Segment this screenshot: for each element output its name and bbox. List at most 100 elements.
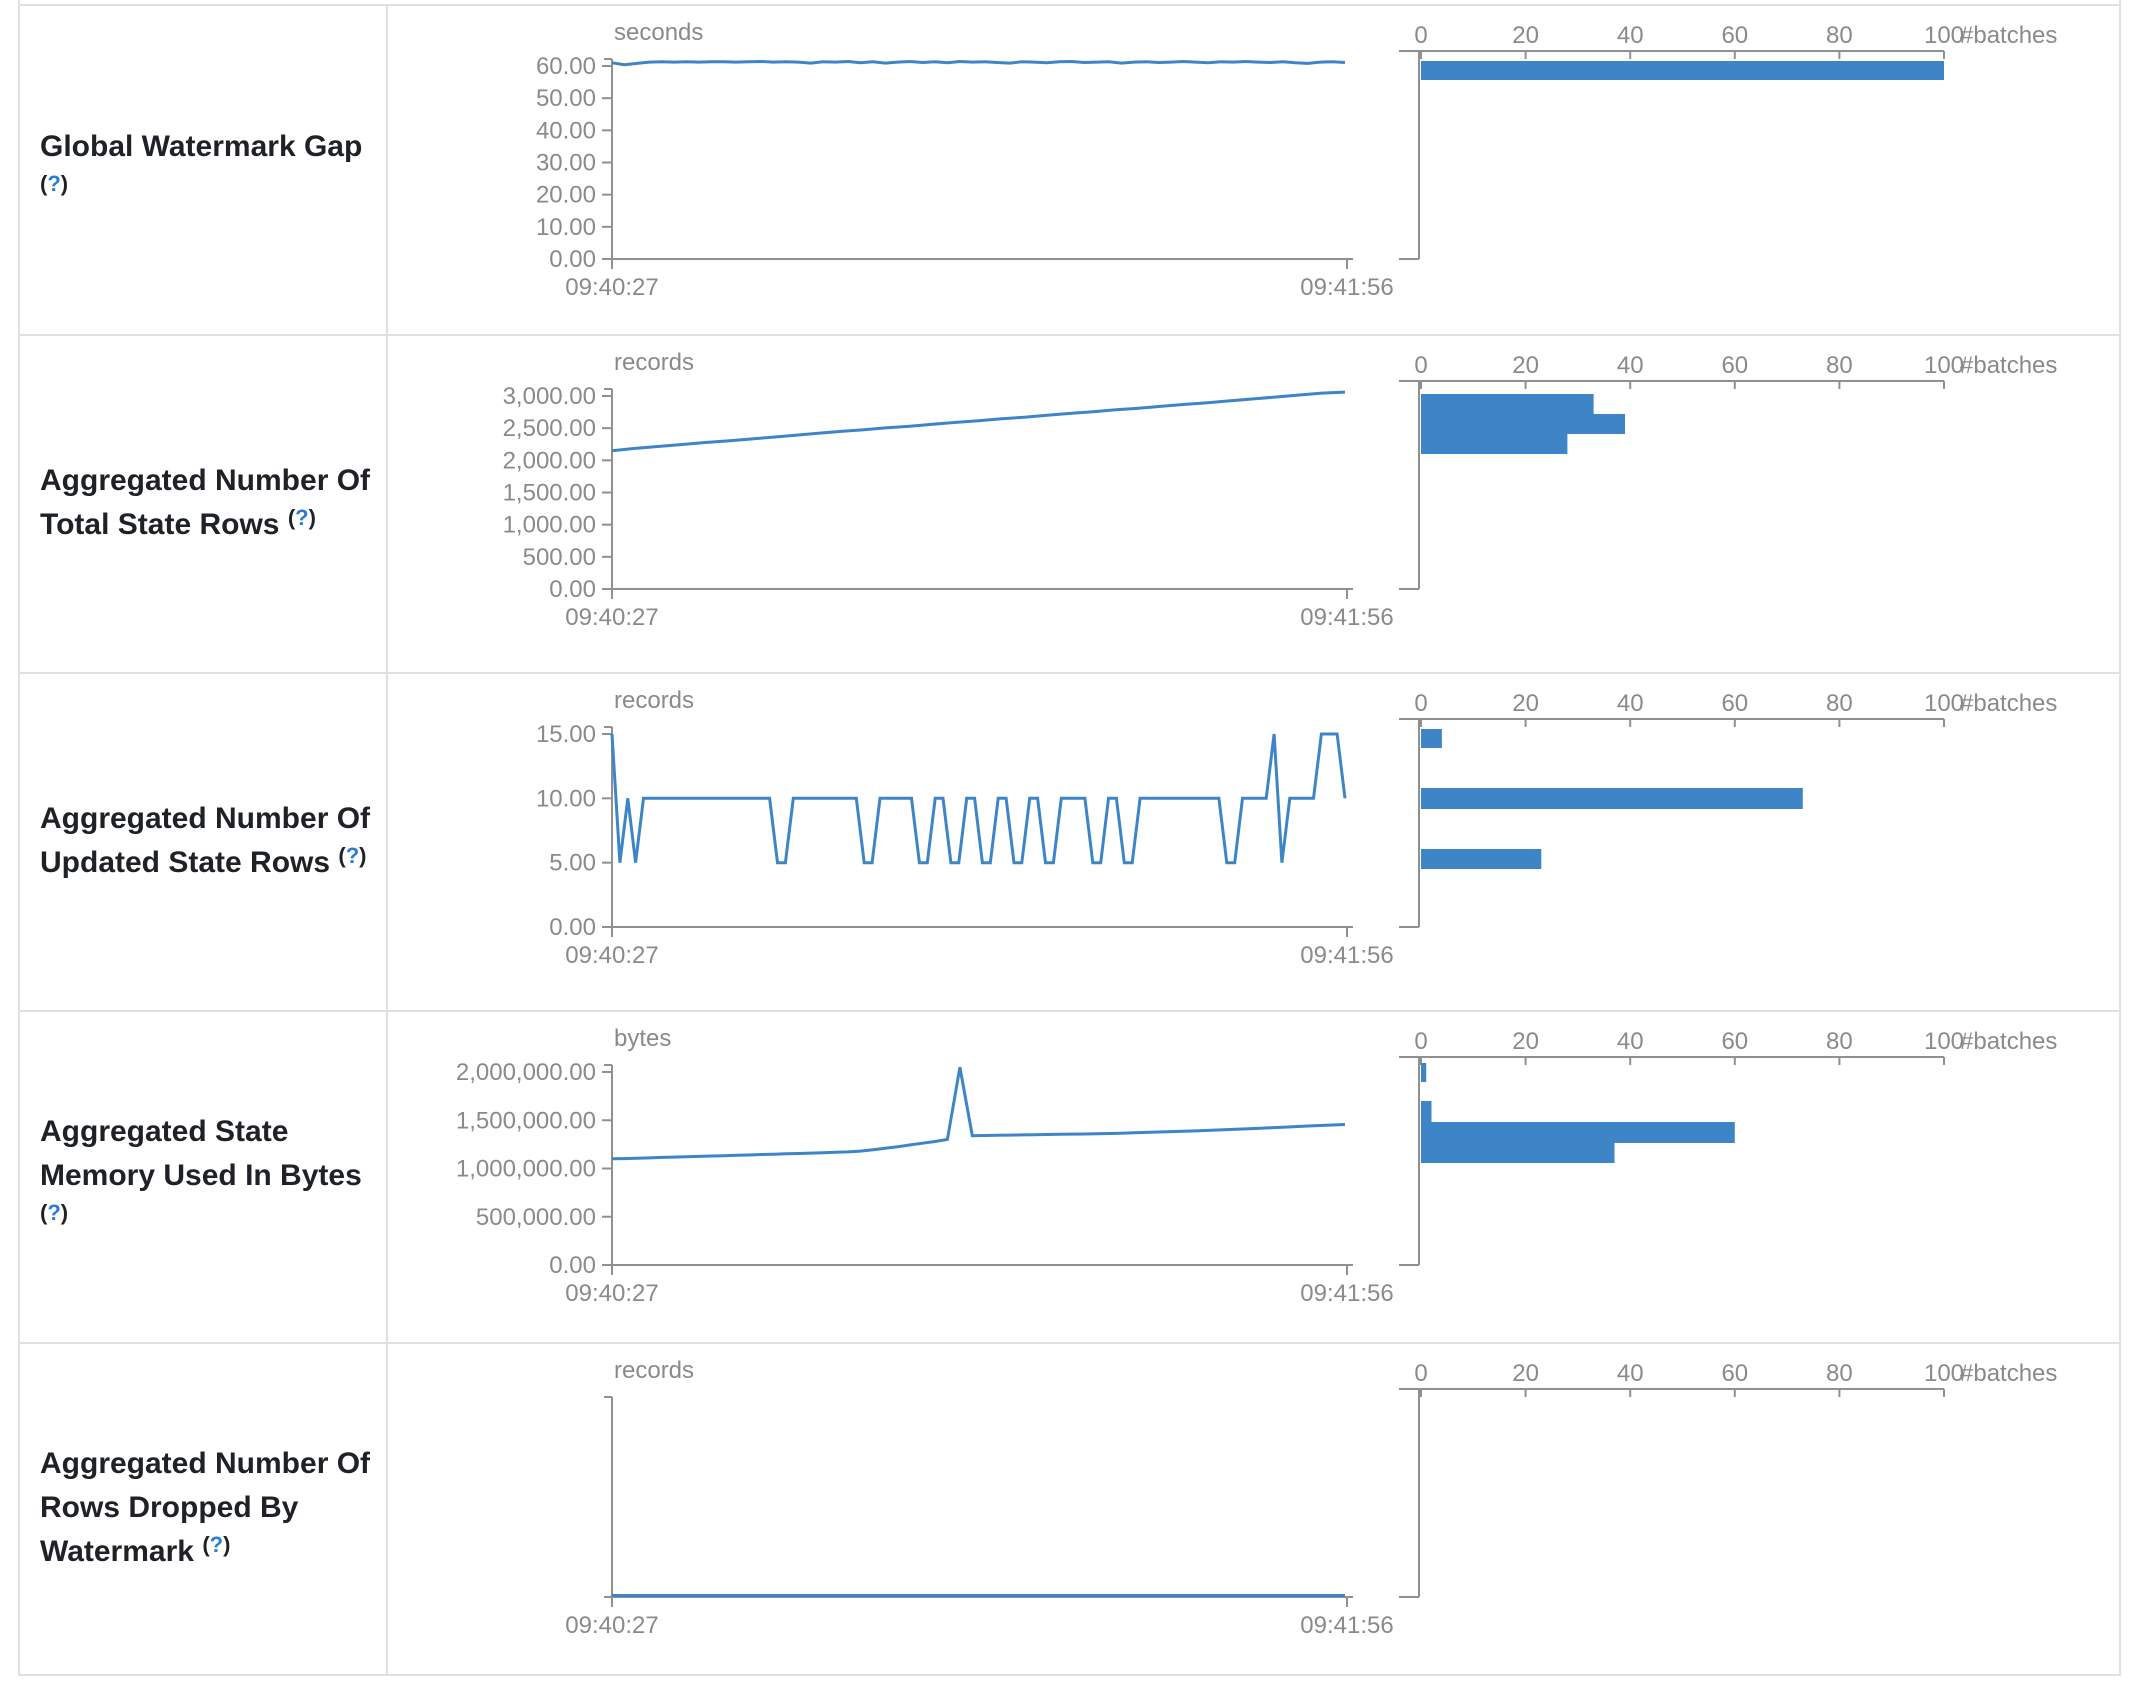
batches-tick-label: 80 bbox=[1826, 1360, 1853, 1387]
metric-label-text: Global Watermark Gap bbox=[40, 130, 363, 163]
batches-histogram: 0 20 40 60 80 100#batches bbox=[1399, 1028, 2057, 1266]
x-axis-end-time: 09:41:56 bbox=[1300, 1280, 1393, 1307]
x-axis-start-time: 09:40:27 bbox=[565, 274, 658, 301]
x-axis-start-time: 09:40:27 bbox=[565, 1280, 658, 1307]
help-link[interactable]: (?) bbox=[202, 1532, 230, 1557]
batches-tick-label: 40 bbox=[1617, 1360, 1644, 1387]
table-row: Aggregated Number Of Updated State Rows … bbox=[20, 672, 2119, 1010]
histogram-bar bbox=[1421, 394, 1594, 414]
y-tick-label: 3,000.00 bbox=[503, 383, 596, 410]
help-question-icon: ? bbox=[209, 1532, 224, 1557]
unit-label: seconds bbox=[614, 19, 703, 46]
y-tick-label: 0.00 bbox=[549, 1252, 596, 1279]
batches-axis-label: #batches bbox=[1960, 1028, 2057, 1055]
timeline-line-chart: records 09:40:27 09:41:56 bbox=[565, 1357, 1393, 1639]
help-link[interactable]: (?) bbox=[338, 843, 366, 868]
y-tick-label: 10.00 bbox=[536, 785, 596, 812]
timeline-line-chart: seconds 60.00 50.00 40.00 30.00 20.00 10.00 0.0… bbox=[536, 19, 1394, 301]
help-link[interactable]: (?) bbox=[40, 1200, 68, 1225]
table-row: Aggregated State Memory Used In Bytes (?… bbox=[20, 1010, 2119, 1342]
row-label-cell: Aggregated Number Of Rows Dropped By Wat… bbox=[20, 1344, 388, 1674]
help-paren-open: ( bbox=[338, 843, 346, 868]
metric-charts-svg: records 09:40:27 09:41:56 0 20 40 60 80 100#batc… bbox=[565, 1357, 2057, 1639]
batches-tick-label: 60 bbox=[1721, 22, 1748, 49]
help-question-icon: ? bbox=[47, 171, 61, 196]
y-tick-label: 40.00 bbox=[536, 117, 596, 144]
batches-tick-label: 0 bbox=[1414, 690, 1427, 717]
metric-label-text: Aggregated Number Of Total State Rows bbox=[40, 464, 371, 541]
batches-histogram: 0 20 40 60 80 100#batches bbox=[1399, 352, 2057, 590]
unit-label: records bbox=[614, 1357, 694, 1384]
unit-label: bytes bbox=[614, 1025, 671, 1052]
batches-histogram: 0 20 40 60 80 100#batches bbox=[1399, 22, 2057, 260]
metric-charts-svg: seconds 60.00 50.00 40.00 30.00 20.00 10.00 0.0… bbox=[536, 19, 2057, 301]
metric-line-series bbox=[611, 59, 1346, 67]
metric-line-series bbox=[610, 732, 1347, 865]
batches-tick-label: 40 bbox=[1617, 352, 1644, 379]
y-tick-label: 500,000.00 bbox=[476, 1204, 596, 1231]
batches-tick-label: 60 bbox=[1721, 1028, 1748, 1055]
batches-tick-label: 0 bbox=[1414, 22, 1427, 49]
chart-cell: records 3,000.00 2,500.00 2,000.00 1,500.00 1… bbox=[388, 336, 2119, 672]
y-tick-label: 15.00 bbox=[536, 721, 596, 748]
y-tick-label: 50.00 bbox=[536, 85, 596, 112]
x-axis-start-time: 09:40:27 bbox=[565, 942, 658, 969]
metric-line-series bbox=[611, 390, 1346, 453]
batches-axis-label: #batches bbox=[1960, 22, 2057, 49]
help-link[interactable]: (?) bbox=[40, 171, 68, 196]
y-tick-label: 1,000,000.00 bbox=[456, 1156, 596, 1183]
metric-label-text: Aggregated Number Of Rows Dropped By Wat… bbox=[40, 1447, 371, 1568]
metric-label: Global Watermark Gap (?) bbox=[40, 125, 378, 215]
batches-tick-label: 100 bbox=[1924, 22, 1964, 49]
table-row: Global Watermark Gap (?) seconds 60.00 50.0… bbox=[20, 4, 2119, 334]
histogram-bar bbox=[1421, 729, 1442, 748]
x-axis-end-time: 09:41:56 bbox=[1300, 1612, 1393, 1639]
help-paren-close: ) bbox=[60, 1200, 69, 1225]
batches-tick-label: 20 bbox=[1512, 352, 1539, 379]
help-link[interactable]: (?) bbox=[288, 505, 316, 530]
y-tick-label: 1,000.00 bbox=[503, 512, 596, 539]
help-paren-open: ( bbox=[287, 505, 296, 530]
batches-tick-label: 40 bbox=[1617, 1028, 1644, 1055]
histogram-bar bbox=[1421, 849, 1542, 869]
row-label-cell: Aggregated Number Of Updated State Rows … bbox=[20, 674, 388, 1010]
histogram-bar bbox=[1421, 1143, 1615, 1163]
x-axis-start-time: 09:40:27 bbox=[565, 1612, 658, 1639]
batches-tick-label: 80 bbox=[1826, 1028, 1853, 1055]
histogram-bar bbox=[1421, 434, 1568, 454]
histogram-bar bbox=[1421, 1063, 1427, 1082]
batches-tick-label: 100 bbox=[1924, 1360, 1964, 1387]
batches-axis-label: #batches bbox=[1960, 1360, 2057, 1387]
y-tick-label: 30.00 bbox=[536, 150, 596, 177]
metrics-table: Global Watermark Gap (?) seconds 60.00 50.0… bbox=[18, 0, 2121, 1676]
batches-histogram: 0 20 40 60 80 100#batches bbox=[1399, 690, 2057, 928]
batches-tick-label: 60 bbox=[1721, 690, 1748, 717]
y-tick-label: 2,000.00 bbox=[503, 447, 596, 474]
histogram-bar bbox=[1421, 61, 1944, 80]
batches-tick-label: 0 bbox=[1414, 1028, 1427, 1055]
help-paren-close: ) bbox=[359, 843, 367, 868]
batches-tick-label: 60 bbox=[1721, 352, 1748, 379]
chart-cell: bytes 2,000,000.00 1,500,000.00 1,000,000.0… bbox=[388, 1012, 2119, 1342]
y-tick-label: 5.00 bbox=[549, 850, 596, 877]
batches-axis-label: #batches bbox=[1960, 690, 2057, 717]
metric-label-text: Aggregated State Memory Used In Bytes bbox=[40, 1115, 362, 1192]
row-label-cell: Aggregated Number Of Total State Rows (?… bbox=[20, 336, 388, 672]
batches-tick-label: 20 bbox=[1512, 1360, 1539, 1387]
metric-label: Aggregated State Memory Used In Bytes (?… bbox=[40, 1110, 378, 1244]
batches-tick-label: 100 bbox=[1924, 352, 1964, 379]
batches-tick-label: 40 bbox=[1617, 690, 1644, 717]
x-axis-end-time: 09:41:56 bbox=[1300, 942, 1393, 969]
help-question-icon: ? bbox=[47, 1200, 61, 1225]
batches-axis-label: #batches bbox=[1960, 352, 2057, 379]
chart-cell: seconds 60.00 50.00 40.00 30.00 20.00 10.00 0.0… bbox=[388, 6, 2119, 334]
help-paren-open: ( bbox=[202, 1532, 210, 1557]
y-tick-label: 60.00 bbox=[536, 53, 596, 80]
timeline-line-chart: bytes 2,000,000.00 1,500,000.00 1,000,000.0… bbox=[456, 1025, 1394, 1307]
metric-label: Aggregated Number Of Updated State Rows … bbox=[40, 797, 378, 887]
help-paren-close: ) bbox=[223, 1532, 231, 1557]
batches-tick-label: 0 bbox=[1414, 1360, 1427, 1387]
help-paren-open: ( bbox=[40, 1200, 48, 1225]
